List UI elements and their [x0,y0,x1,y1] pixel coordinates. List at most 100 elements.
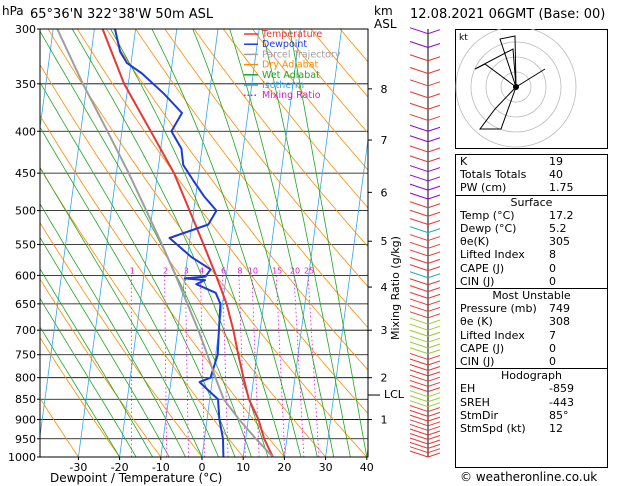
isotherm [242,29,301,457]
km-tick-3: 3 [381,324,388,337]
legend-entry-parcel-trajectory: Parcel Trajectory [262,49,341,60]
mixing-ratio-label-3: 3 [184,266,189,275]
wind-barb [409,379,441,387]
index-value: 0 [549,274,556,288]
dry-adiabat [106,29,368,371]
wind-barb [409,385,441,393]
wet-adiabat [40,166,203,457]
index-value: 308 [549,315,570,329]
isotherm [201,29,260,457]
wind-barb [409,446,441,454]
hodograph-trace [474,35,546,130]
series-dewpoint [114,29,225,457]
series-lines [56,29,274,457]
wind-barb [409,209,441,217]
wind-profile [409,27,441,458]
mixing-ratio-label-20: 20 [290,266,300,275]
y-tick-600: 600 [15,269,36,282]
y-tick-1000: 1000 [8,451,36,464]
index-label: Temp (°C) [460,208,515,222]
axes: 3003504004505005506006507007508008509009… [8,23,388,474]
index-value: 7 [549,328,556,342]
isotherm [119,29,178,457]
dry-adiabat [40,336,120,457]
index-label: SREH [460,395,490,409]
y-tick-850: 850 [15,393,36,406]
index-label: PW (cm) [460,181,507,195]
y-tick-750: 750 [15,349,36,362]
index-value: 5.2 [549,222,567,236]
hodograph-center-dot [513,84,519,90]
wind-barb [409,428,441,436]
isotherm [40,29,54,131]
km-tick-2: 2 [381,372,388,385]
wind-barb [409,249,441,257]
wind-barb [409,234,441,242]
wet-adiabat [289,29,368,457]
wet-adiabat [229,29,335,457]
x-tick-0: 0 [199,461,206,474]
isotherm [40,29,95,440]
index-value: 749 [549,302,570,316]
wind-barb [409,405,441,413]
wet-adiabat [110,29,285,457]
index-label: CIN (J) [460,355,495,369]
mixing-ratio-label-8: 8 [237,266,242,275]
wind-barb [409,285,441,293]
mixing-ratio-labels: 1 2 3 4 6 8 10 15 20 25 [130,266,314,275]
wet-adiabat [40,326,120,457]
y-tick-350: 350 [15,78,36,91]
wind-barb [409,304,441,312]
index-value: 12 [549,422,563,436]
wind-barb [409,323,441,331]
wet-adiabat [40,236,170,457]
dry-adiabat [252,29,368,171]
wind-barb [409,364,441,371]
wind-barb [409,201,441,209]
legend-entry-dewpoint: Dewpoint [262,39,307,50]
isotherm [284,29,342,457]
index-label: Totals Totals [460,168,527,182]
wind-barb [409,347,441,355]
legend-entry-isotherm: Isotherm [262,80,304,91]
y-tick-800: 800 [15,372,36,385]
wind-barb [409,278,441,286]
hodograph-chart: kt [455,29,608,149]
asl-label: ASL [374,17,397,31]
index-label: Dewp (°C) [460,222,517,236]
mixing-ratio-line [275,275,286,457]
wind-barb [409,400,441,408]
indices-section-title: Most Unstable [456,288,607,303]
index-label: StmSpd (kt) [460,422,526,436]
x-axis-label: Dewpoint / Temperature (°C) [50,471,222,485]
indices-panel: K 19 Totals Totals 40 PW (cm) 1.75 Surface Temp… [455,154,608,468]
wind-barb [409,423,441,431]
wind-barb [409,102,441,110]
wind-barb [409,27,441,35]
hodograph-ring [470,41,562,133]
mixing-ratio-label-15: 15 [272,266,282,275]
index-value: 0 [549,355,556,369]
mixing-ratio-label-25: 25 [304,266,314,275]
wind-barb [409,437,441,445]
wind-barb [409,414,441,422]
x-tick--20: -20 [111,461,129,474]
plot-frame [39,28,369,458]
index-value: -443 [549,395,574,409]
wet-adiabat [40,297,137,457]
legend-entry-mixing-ratio: Mixing Ratio [262,90,321,101]
wind-barb [409,174,441,182]
mixing-ratio-label-4: 4 [199,266,204,275]
wind-barb [409,291,441,299]
index-label: θe(K) [460,235,490,249]
km-tick-1: 1 [381,414,388,427]
wind-barb [409,256,441,264]
y-tick-950: 950 [15,433,36,446]
mixing-ratio-label-1: 1 [130,266,135,275]
index-value: 1.75 [549,181,574,195]
y-tick-500: 500 [15,205,36,218]
wet-adiabat [40,81,236,457]
y-tick-450: 450 [15,167,36,180]
index-label: Pressure (mb) [460,302,537,316]
